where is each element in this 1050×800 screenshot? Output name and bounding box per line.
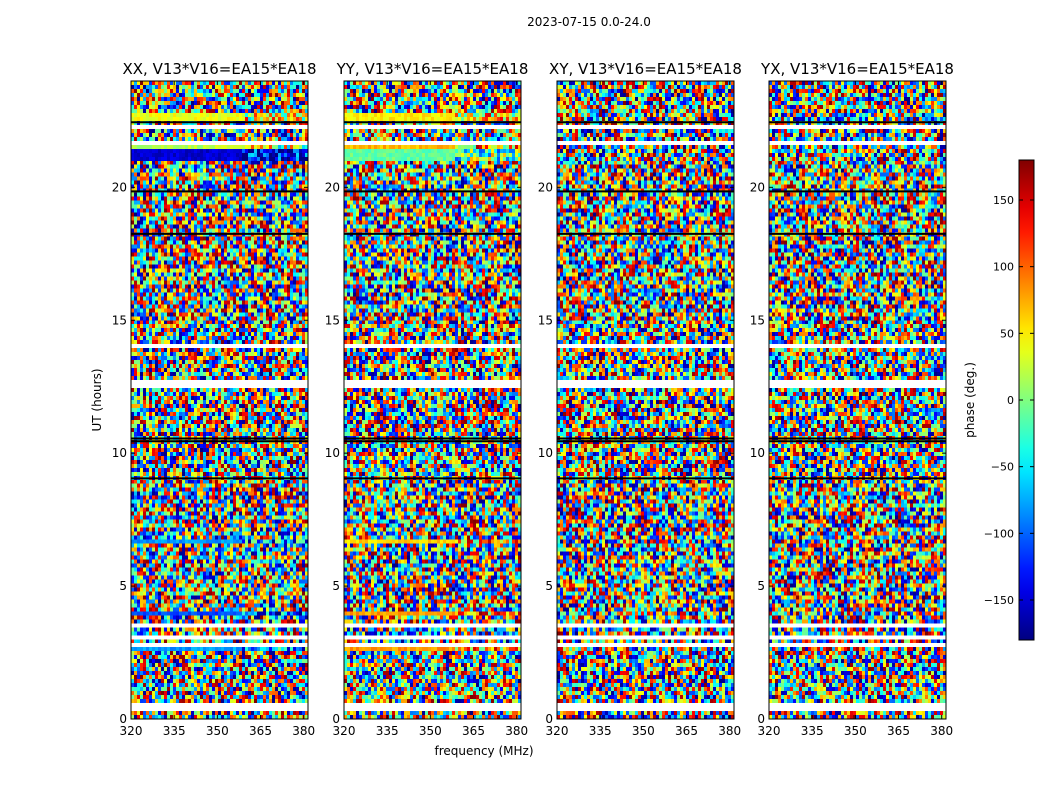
y-tick-label: 20 <box>750 180 765 194</box>
y-tick-label: 5 <box>119 579 127 593</box>
y-tick-label: 15 <box>112 313 127 327</box>
panel-title: YX, V13*V16=EA15*EA18 <box>760 60 954 78</box>
y-tick-label: 0 <box>119 712 127 726</box>
panel-frame <box>130 80 309 720</box>
x-tick-label: 350 <box>844 724 867 738</box>
phase-raster <box>557 81 734 719</box>
x-tick-label: 365 <box>249 724 272 738</box>
panel-yy: YY, V13*V16=EA15*EA18 320 335 350 365 380 0 5 10… <box>325 60 529 738</box>
panel-title: YY, V13*V16=EA15*EA18 <box>336 60 529 78</box>
panel-yx: YX, V13*V16=EA15*EA18 320 335 350 365 380 0 5 10… <box>750 60 954 738</box>
y-tick-label: 15 <box>750 313 765 327</box>
x-tick-label: 335 <box>589 724 612 738</box>
y-tick-label: 10 <box>538 446 553 460</box>
figure-title: 2023-07-15 0.0-24.0 <box>527 15 651 29</box>
panel-xx: XX, V13*V16=EA15*EA18 320 335 350 365 380 0 5 10… <box>112 60 317 738</box>
panel-xy: XY, V13*V16=EA15*EA18 320 335 350 365 380 0 5 10… <box>538 60 742 738</box>
x-tick-label: 350 <box>419 724 442 738</box>
y-tick-label: 20 <box>112 180 127 194</box>
x-tick-label: 380 <box>505 724 528 738</box>
colorbar: −150 −100 −50 0 50 100 150 <box>984 159 1035 641</box>
x-tick-label: 320 <box>333 724 356 738</box>
phase-raster <box>344 81 521 719</box>
x-tick-label: 335 <box>801 724 824 738</box>
panel-title: XX, V13*V16=EA15*EA18 <box>122 60 316 78</box>
y-tick-label: 0 <box>332 712 340 726</box>
x-tick-label: 320 <box>120 724 143 738</box>
x-tick-label: 320 <box>546 724 569 738</box>
y-tick-label: 10 <box>112 446 127 460</box>
y-tick-label: 15 <box>325 313 340 327</box>
colorbar-label: phase (deg.) <box>963 362 977 438</box>
x-axis-label: frequency (MHz) <box>434 744 533 758</box>
y-tick-label: 10 <box>325 446 340 460</box>
y-tick-label: 10 <box>750 446 765 460</box>
y-tick-label: 20 <box>325 180 340 194</box>
colorbar-tick-label: 150 <box>993 194 1014 207</box>
y-tick-label: 0 <box>757 712 765 726</box>
y-tick-label: 15 <box>538 313 553 327</box>
x-tick-label: 350 <box>632 724 655 738</box>
panel-frame <box>343 80 522 720</box>
colorbar-tick-label: 100 <box>993 261 1014 274</box>
y-tick-label: 20 <box>538 180 553 194</box>
panel-frame <box>556 80 735 720</box>
y-axis-label: UT (hours) <box>90 368 104 431</box>
y-tick-label: 5 <box>757 579 765 593</box>
y-tick-label: 5 <box>545 579 553 593</box>
x-tick-label: 380 <box>292 724 315 738</box>
phase-raster <box>131 81 308 719</box>
x-tick-label: 365 <box>675 724 698 738</box>
colorbar-tick-label: 50 <box>1000 327 1014 340</box>
colorbar-tick-label: 0 <box>1007 394 1014 407</box>
x-tick-label: 335 <box>376 724 399 738</box>
colorbar-tick-label: −50 <box>991 461 1014 474</box>
x-tick-label: 335 <box>163 724 186 738</box>
y-tick-label: 0 <box>545 712 553 726</box>
x-tick-label: 365 <box>462 724 485 738</box>
panel-frame <box>768 80 947 720</box>
phase-raster <box>769 81 946 719</box>
colorbar-tick-label: −100 <box>984 527 1014 540</box>
panels: XX, V13*V16=EA15*EA18 320 335 350 365 380 0 5 10… <box>112 60 954 738</box>
x-tick-label: 380 <box>930 724 953 738</box>
x-tick-label: 380 <box>718 724 741 738</box>
y-tick-label: 5 <box>332 579 340 593</box>
x-tick-label: 365 <box>887 724 910 738</box>
colorbar-tick-label: −150 <box>984 594 1014 607</box>
x-tick-label: 350 <box>206 724 229 738</box>
x-tick-label: 320 <box>758 724 781 738</box>
panel-title: XY, V13*V16=EA15*EA18 <box>549 60 742 78</box>
